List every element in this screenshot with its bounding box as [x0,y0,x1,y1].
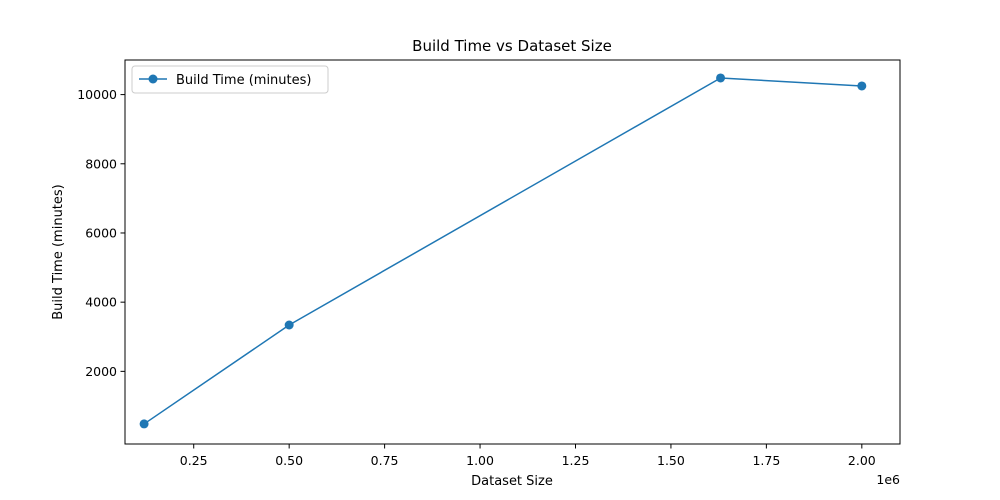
legend-marker-swatch [148,74,158,84]
series-line [143,77,862,425]
data-point [857,81,867,91]
x-tick-label: 0.25 [180,453,208,468]
legend: Build Time (minutes) [131,65,329,94]
y-tick-label: 4000 [85,295,117,310]
y-tick-label: 8000 [85,156,117,171]
x-tick-label: 1.75 [752,453,780,468]
y-tick-label: 10000 [77,87,117,102]
x-axis-ticks: 0.25 0.50 0.75 1.00 1.25 1.50 1.75 2.00 [180,444,876,468]
plot-marks [139,73,867,429]
data-point [139,419,149,429]
plot-frame [124,59,901,445]
y-tick-label: 6000 [85,225,117,240]
data-point [716,73,726,83]
x-tick-label: 1.00 [466,453,494,468]
x-axis-label: Dataset Size [471,474,553,489]
x-tick-label: 0.75 [371,453,399,468]
x-tick-label: 1.50 [657,453,685,468]
legend-box [131,65,329,94]
data-point [284,320,294,330]
y-axis-ticks: 2000 4000 6000 8000 10000 [77,87,125,379]
x-tick-label: 0.50 [275,453,303,468]
x-tick-label: 1.25 [562,453,590,468]
y-axis-label: Build Time (minutes) [51,184,66,319]
legend-entry-label: Build Time (minutes) [176,73,311,88]
x-tick-label: 2.00 [848,453,876,468]
x-axis-scale-label: 1e6 [876,472,900,487]
y-tick-label: 2000 [85,364,117,379]
chart-title: Build Time vs Dataset Size [412,37,612,55]
